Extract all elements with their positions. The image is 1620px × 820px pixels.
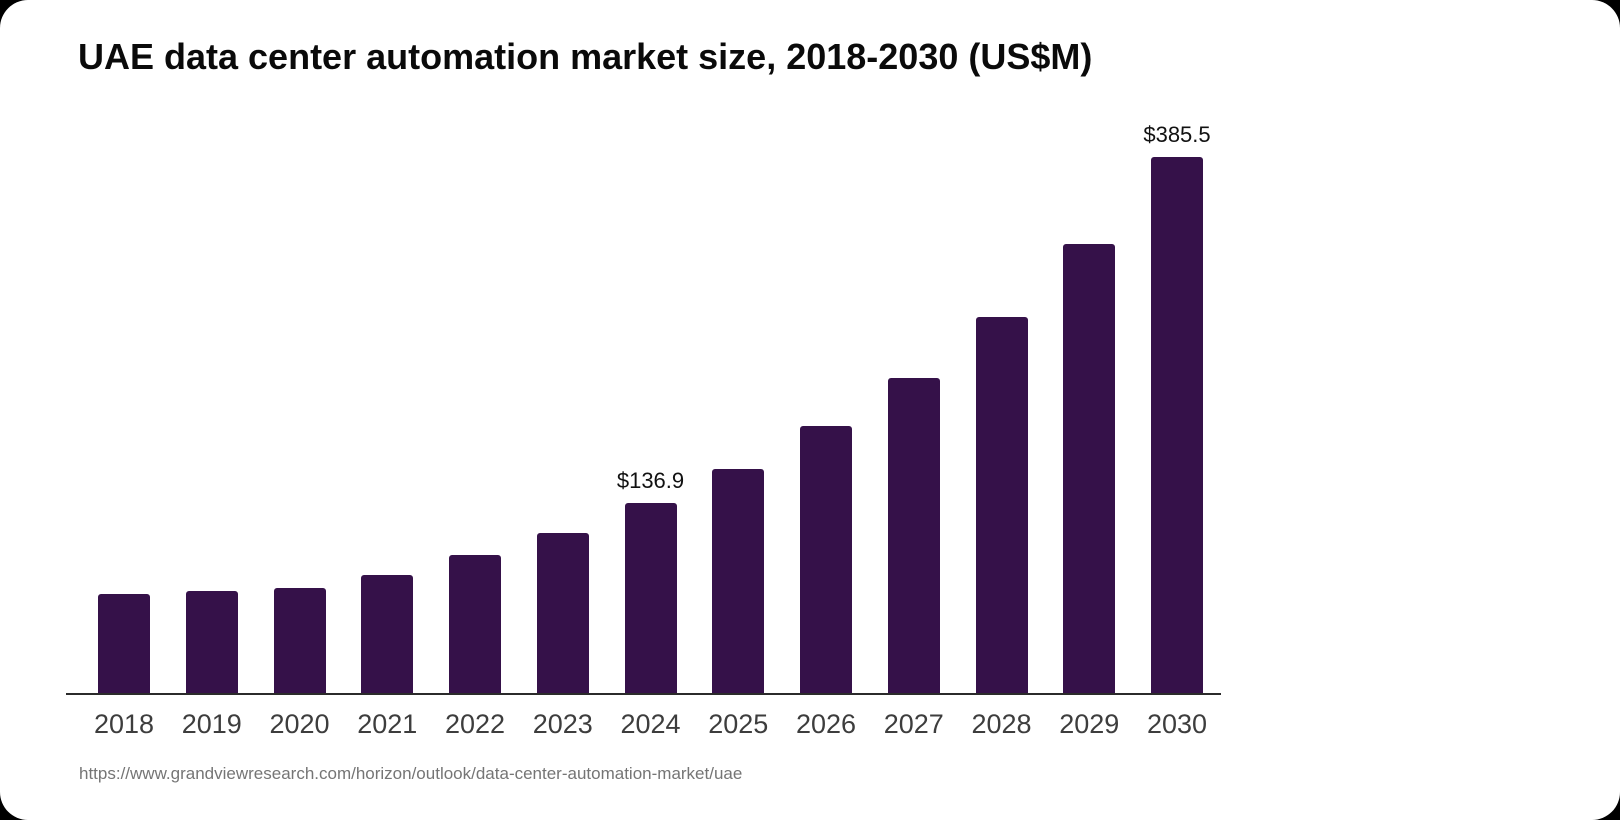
x-axis-label-2024: 2024 (620, 709, 681, 739)
x-axis-label-2023: 2023 (532, 709, 593, 739)
bar-2021 (361, 575, 414, 693)
x-axis-label-2026: 2026 (795, 709, 857, 739)
bar-2023 (536, 533, 589, 693)
x-axis-label-2030: 2030 (1146, 709, 1208, 739)
x-axis-label-2025: 2025 (708, 709, 769, 739)
bar-2018 (98, 594, 150, 693)
x-axis-label-2027: 2027 (883, 709, 944, 739)
bar-2019 (185, 591, 238, 693)
x-axis-label-2019: 2019 (181, 709, 242, 739)
x-axis-label-2028: 2028 (971, 709, 1032, 739)
bar-2029 (1063, 244, 1116, 693)
x-axis-label-2022: 2022 (444, 709, 506, 739)
x-axis-label-2021: 2021 (357, 709, 418, 739)
chart-title: UAE data center automation market size, … (78, 36, 1093, 77)
bar-2027 (887, 378, 940, 693)
bar-2028 (975, 317, 1028, 693)
value-label-2024: $136.9 (616, 468, 685, 493)
bar-2024 (624, 503, 677, 693)
x-axis-label-2020: 2020 (269, 709, 330, 739)
value-label-2030: $385.5 (1143, 122, 1211, 147)
x-axis-line (66, 693, 1221, 695)
bar-2030 (1151, 157, 1203, 693)
bar-2025 (712, 469, 765, 693)
bar-2020 (273, 588, 326, 693)
bar-2026 (800, 426, 852, 693)
x-axis-label-2018: 2018 (93, 709, 155, 739)
source-url: https://www.grandviewresearch.com/horizo… (79, 764, 743, 783)
plot-area: 2018 2019 2020 2021 2022 2023 2024 $136.9 2025 20… (66, 122, 1221, 739)
x-axis-label-2029: 2029 (1059, 709, 1120, 739)
bar-2022 (449, 555, 501, 693)
